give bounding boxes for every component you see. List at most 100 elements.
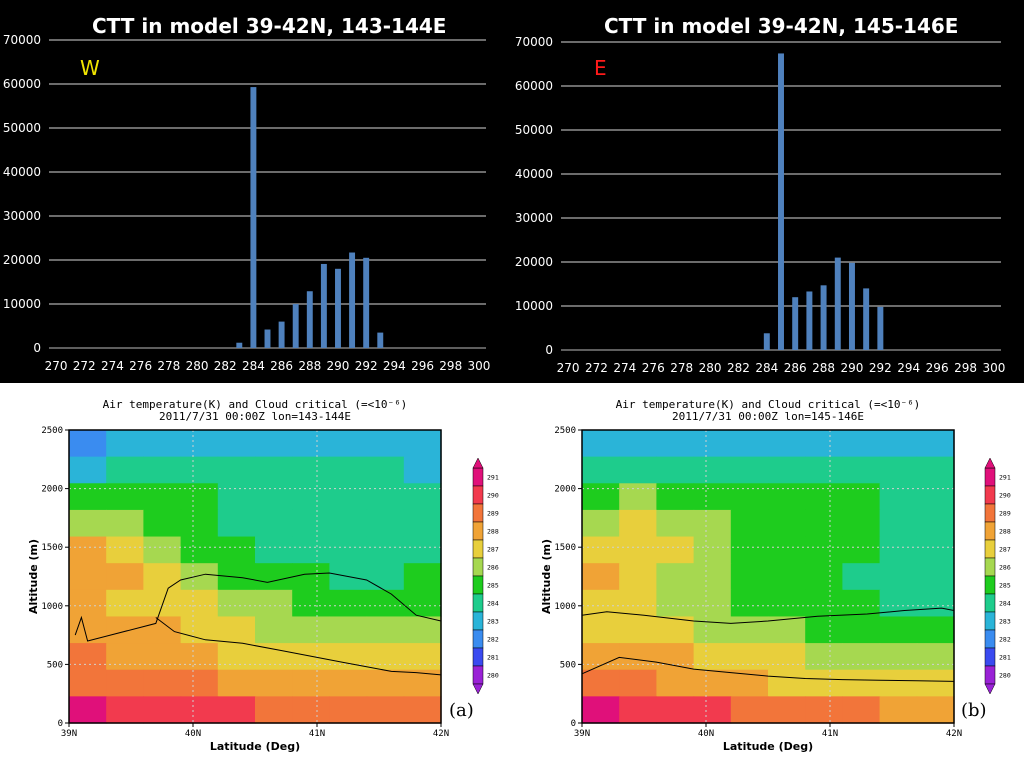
heatmap-b-cell xyxy=(619,643,657,671)
heatmap-b-cell xyxy=(730,456,769,484)
heatmap-b-xtick-label: 39N xyxy=(574,729,590,739)
heatmap-a-cell xyxy=(403,536,442,564)
heatmap-b-cell xyxy=(693,643,732,671)
chart-e-ytick-label: 60000 xyxy=(515,79,553,93)
heatmap-a-cell xyxy=(403,696,442,724)
heatmap-b-colorbar-swatch xyxy=(984,557,996,577)
chart-e-xtick-label: 282 xyxy=(727,361,750,375)
heatmap-b-cell xyxy=(693,563,732,591)
chart-w-xtick-label: 270 xyxy=(45,359,68,373)
heatmap-b-cell xyxy=(916,643,955,671)
chart-e-xtick-label: 284 xyxy=(755,361,778,375)
heatmap-b-cell xyxy=(768,669,806,697)
heatmap-b-cell xyxy=(916,430,955,458)
heatmap-a-cell xyxy=(217,509,256,538)
heatmap-b-cell xyxy=(582,430,620,458)
heatmap-a-cell xyxy=(69,643,107,671)
heatmap-a-cell xyxy=(366,430,405,458)
heatmap-b-cell xyxy=(842,563,881,591)
heatmap-a-cell xyxy=(329,536,368,564)
heatmap-b-cell xyxy=(619,509,657,538)
heatmap-b-cell xyxy=(693,616,732,644)
heatmap-b-colorbar-swatch xyxy=(984,503,996,523)
heatmap-a-cell xyxy=(180,643,219,671)
heatmap-b-cell xyxy=(768,589,806,618)
heatmap-a-cell xyxy=(217,643,256,671)
chart-e-xtick-label: 270 xyxy=(557,361,580,375)
chart-e-bar xyxy=(834,257,841,350)
heatmap-a-ytick-label: 500 xyxy=(47,660,63,670)
heatmap-a-colorbar-swatch xyxy=(472,665,484,685)
heatmap-a-cell xyxy=(143,616,182,644)
heatmap-a-colorbar-swatch xyxy=(472,521,484,541)
heatmap-b-cell xyxy=(879,483,918,511)
chart-e-ytick-label: 30000 xyxy=(515,211,553,225)
chart-e-bar xyxy=(820,285,827,350)
chart-e-title: CTT in model 39-42N, 145-146E xyxy=(604,14,959,38)
heatmap-a-cell xyxy=(366,643,405,671)
heatmap-b-cell xyxy=(693,483,732,511)
heatmap-b-cell xyxy=(879,616,918,644)
chart-w-xtick-label: 296 xyxy=(411,359,434,373)
chart-w-bar xyxy=(306,291,313,348)
heatmap-a-frame xyxy=(68,429,442,724)
heatmap-a-colorbar-swatch xyxy=(472,575,484,595)
chart-w-xtick-label: 276 xyxy=(129,359,152,373)
heatmap-a-cell xyxy=(143,483,182,511)
heatmap-a-cell xyxy=(366,509,405,538)
heatmap-b-cell xyxy=(879,696,918,724)
heatmap-a-cell xyxy=(143,696,182,724)
heatmap-b-cell xyxy=(768,696,806,724)
heatmap-b-cell xyxy=(842,589,881,618)
chart-e-bar xyxy=(763,333,770,350)
heatmap-a-ylabel: Altitude (m) xyxy=(27,539,40,614)
heatmap-a-colorbar-label: 280 xyxy=(487,672,499,680)
chart-w-ytick-label: 30000 xyxy=(3,209,41,223)
heatmap-a-colorbar-swatch xyxy=(472,647,484,667)
heatmap-b-cell xyxy=(656,509,695,538)
heatmap-b-cell xyxy=(619,483,657,511)
heatmap-b-cell xyxy=(730,669,769,697)
heatmap-b-cell xyxy=(916,669,955,697)
heatmap-b-cell xyxy=(916,456,955,484)
heatmap-a-cell xyxy=(180,589,219,618)
heatmap-b-cell xyxy=(693,430,732,458)
chart-w-xtick-label: 292 xyxy=(355,359,378,373)
chart-e-bar xyxy=(806,291,813,350)
heatmap-a-cell xyxy=(180,483,219,511)
heatmap-a-xtick-label: 41N xyxy=(309,729,325,739)
chart-w-ytick-label: 60000 xyxy=(3,77,41,91)
heatmap-a-cell xyxy=(403,563,442,591)
heatmap-b-cell xyxy=(656,483,695,511)
heatmap-a-cell xyxy=(69,589,107,618)
heatmap-b-cell xyxy=(879,669,918,697)
heatmap-b-cell xyxy=(805,509,843,538)
heatmap-a-cell xyxy=(366,589,405,618)
heatmap-b-cell xyxy=(619,456,657,484)
heatmap-a-colorbar-label: 283 xyxy=(487,618,499,626)
heatmap-a-cell xyxy=(292,430,330,458)
heatmap-b-cell xyxy=(768,430,806,458)
heatmap-a-colorbar-swatch xyxy=(472,467,484,487)
heatmap-a-ytick-label: 0 xyxy=(58,719,63,729)
heatmap-b-cell xyxy=(582,536,620,564)
chart-w-bar xyxy=(278,321,285,348)
heatmap-b-colorbar-label: 283 xyxy=(999,618,1011,626)
heatmap-a-cell xyxy=(106,430,144,458)
heatmap-b-cell xyxy=(805,643,843,671)
heatmap-a-cell xyxy=(255,563,293,591)
heatmap-a-colorbar-swatch xyxy=(472,557,484,577)
heatmap-a-cell xyxy=(403,616,442,644)
heatmap-b-colorbar-label: 290 xyxy=(999,492,1011,500)
chart-e-xtick-label: 298 xyxy=(954,361,977,375)
chart-e-ytick-label: 20000 xyxy=(515,255,553,269)
heatmap-b-colorbar-swatch xyxy=(984,521,996,541)
heatmap-b-cell xyxy=(916,536,955,564)
chart-e-xtick-label: 288 xyxy=(812,361,835,375)
chart-w-bar xyxy=(363,257,370,348)
chart-w-title: CTT in model 39-42N, 143-144E xyxy=(92,14,447,38)
heatmap-b-cell xyxy=(768,509,806,538)
heatmap-b-cell xyxy=(656,430,695,458)
heatmap-a-cell xyxy=(255,536,293,564)
heatmap-a-cell xyxy=(329,616,368,644)
